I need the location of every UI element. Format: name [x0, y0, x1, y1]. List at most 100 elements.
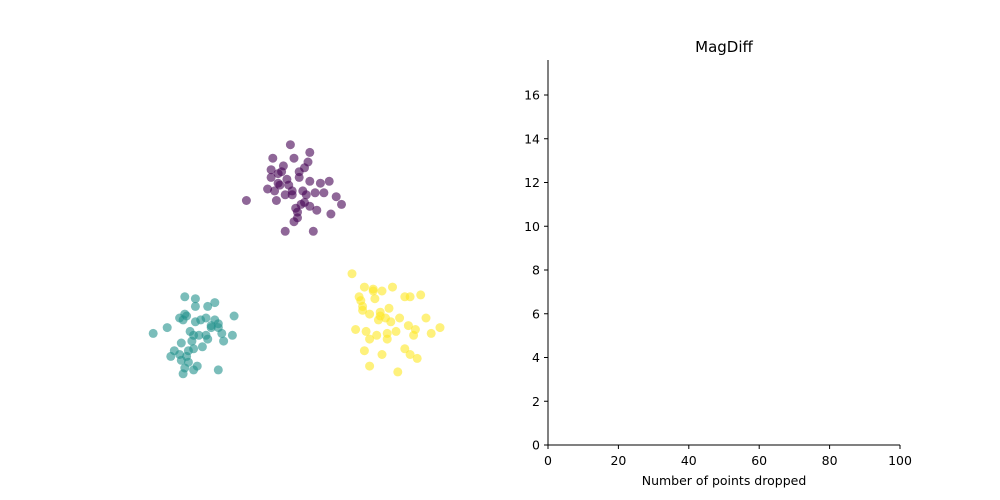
- scatter-point-cluster-3: [382, 334, 392, 344]
- scatter-point-cluster-1: [266, 165, 276, 175]
- scatter-point-cluster-3: [388, 282, 397, 292]
- scatter-point-cluster-1: [301, 190, 311, 200]
- scatter-point-cluster-2: [176, 338, 186, 348]
- y-axis-ticks: 0 2 4 6 8 10 12 14 16: [524, 88, 548, 453]
- scatter-point-cluster-2: [162, 323, 172, 333]
- scatter-point-cluster-2: [213, 323, 223, 333]
- scatter-point-cluster-3: [384, 303, 394, 313]
- scatter-point-cluster-3: [347, 269, 357, 279]
- scatter-plot: [148, 140, 445, 379]
- x-axis-ticks: 0 20 40 60 80 100: [544, 445, 912, 468]
- y-tick-label: 16: [524, 88, 540, 103]
- scatter-point-cluster-2: [180, 363, 190, 373]
- x-tick-label: 20: [610, 453, 626, 468]
- scatter-point-cluster-3: [365, 334, 375, 344]
- scatter-point-cluster-1: [305, 201, 315, 211]
- chart-title: MagDiff: [695, 38, 753, 56]
- scatter-point-cluster-3: [426, 328, 436, 338]
- scatter-point-cluster-1: [291, 203, 301, 213]
- scatter-point-cluster-2: [219, 336, 229, 346]
- scatter-point-cluster-3: [400, 292, 410, 302]
- scatter-point-cluster-1: [319, 188, 329, 198]
- scatter-point-cluster-2: [183, 346, 193, 356]
- scatter-point-cluster-1: [263, 184, 273, 194]
- scatter-point-cluster-1: [270, 186, 280, 196]
- scatter-point-cluster-2: [201, 330, 211, 340]
- scatter-point-cluster-2: [190, 301, 200, 311]
- scatter-point-cluster-3: [375, 311, 385, 321]
- y-tick-label: 2: [532, 394, 540, 409]
- y-tick-label: 8: [532, 263, 540, 278]
- scatter-point-cluster-1: [273, 178, 283, 188]
- scatter-point-cluster-2: [148, 328, 158, 338]
- scatter-point-cluster-3: [421, 313, 431, 323]
- y-tick-label: 6: [532, 306, 540, 321]
- scatter-point-cluster-3: [351, 325, 361, 334]
- scatter-point-cluster-3: [412, 353, 422, 363]
- scatter-point-cluster-1: [285, 140, 295, 150]
- scatter-point-cluster-3: [365, 361, 375, 371]
- scatter-point-cluster-3: [368, 284, 378, 294]
- x-axis-label: Number of points dropped: [642, 473, 807, 488]
- scatter-point-cluster-3: [416, 290, 426, 300]
- scatter-point-cluster-2: [229, 311, 239, 321]
- scatter-point-cluster-1: [277, 167, 287, 177]
- scatter-point-cluster-2: [210, 315, 220, 325]
- scatter-point-cluster-1: [337, 199, 346, 209]
- scatter-point-cluster-2: [166, 351, 176, 361]
- scatter-point-cluster-1: [280, 190, 290, 200]
- scatter-point-cluster-1: [266, 172, 276, 182]
- scatter-point-cluster-2: [203, 301, 213, 311]
- scatter-point-cluster-2: [175, 313, 185, 323]
- scatter-point-cluster-1: [241, 196, 251, 205]
- scatter-point-cluster-3: [361, 326, 371, 336]
- scatter-point-cluster-1: [331, 192, 341, 202]
- scatter-point-cluster-1: [315, 178, 325, 188]
- scatter-point-cluster-1: [268, 153, 278, 163]
- scatter-point-cluster-1: [271, 196, 281, 205]
- magdiff-chart: MagDiff 0 2 4 6 8 10 12 14 16 0 20 40 60 80 100 Numbe…: [524, 38, 912, 488]
- scatter-point-cluster-1: [293, 213, 302, 223]
- y-tick-label: 14: [524, 131, 540, 146]
- scatter-point-cluster-3: [410, 325, 420, 334]
- scatter-point-cluster-3: [372, 330, 382, 340]
- scatter-point-cluster-3: [405, 350, 415, 359]
- scatter-point-cluster-1: [305, 176, 315, 186]
- scatter-point-cluster-3: [395, 313, 405, 323]
- scatter-point-cluster-3: [400, 344, 410, 354]
- scatter-point-cluster-3: [435, 323, 445, 333]
- x-tick-label: 0: [544, 453, 552, 468]
- scatter-point-cluster-3: [391, 326, 401, 336]
- scatter-point-cluster-1: [287, 186, 297, 196]
- scatter-point-cluster-1: [308, 226, 318, 236]
- scatter-point-cluster-1: [310, 188, 320, 198]
- x-tick-label: 80: [822, 453, 838, 468]
- scatter-point-cluster-3: [358, 305, 368, 315]
- scatter-point-cluster-1: [280, 226, 290, 236]
- scatter-point-cluster-3: [370, 294, 380, 304]
- scatter-point-cluster-1: [324, 176, 334, 186]
- scatter-point-cluster-3: [377, 286, 387, 296]
- x-tick-label: 100: [888, 453, 912, 468]
- scatter-point-cluster-2: [197, 342, 207, 352]
- scatter-point-cluster-1: [305, 147, 315, 157]
- scatter-point-cluster-2: [196, 315, 206, 325]
- scatter-point-cluster-2: [176, 355, 186, 365]
- scatter-point-cluster-3: [365, 309, 375, 319]
- scatter-point-cluster-1: [312, 205, 322, 215]
- y-tick-label: 10: [524, 219, 540, 234]
- x-tick-label: 40: [681, 453, 697, 468]
- scatter-point-cluster-1: [303, 157, 313, 167]
- scatter-point-cluster-2: [210, 298, 220, 308]
- scatter-point-cluster-1: [326, 209, 336, 219]
- scatter-point-cluster-2: [190, 294, 200, 304]
- scatter-point-cluster-3: [393, 367, 403, 377]
- x-tick-label: 60: [751, 453, 767, 468]
- scatter-point-cluster-3: [359, 282, 369, 292]
- scatter-point-cluster-1: [289, 153, 299, 163]
- scatter-point-cluster-3: [359, 346, 369, 356]
- scatter-point-cluster-1: [294, 172, 304, 182]
- scatter-point-cluster-2: [182, 311, 192, 321]
- scatter-point-cluster-2: [213, 365, 223, 375]
